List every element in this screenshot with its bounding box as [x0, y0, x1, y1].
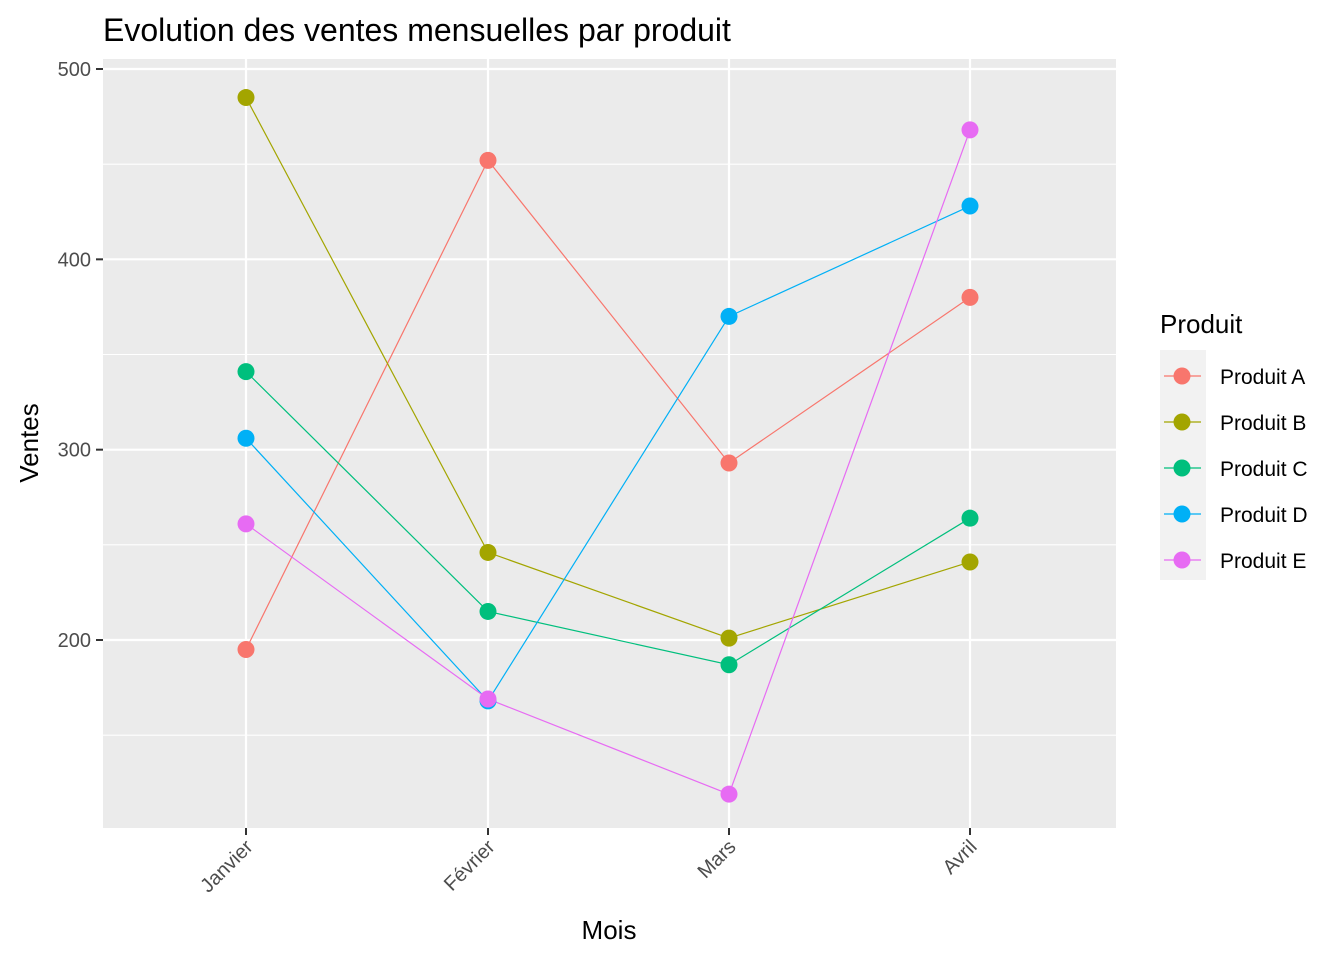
legend-label: Produit E [1220, 550, 1306, 573]
legend-title: Produit [1160, 309, 1243, 339]
x-tick-label: Avril [939, 836, 982, 879]
x-tick-label: Février [440, 836, 500, 896]
chart-title: Evolution des ventes mensuelles par prod… [103, 12, 731, 48]
x-tick-label: Mars [694, 836, 741, 883]
legend-key-point [1173, 505, 1191, 523]
y-tick-label: 300 [58, 440, 91, 462]
data-point [237, 363, 255, 381]
data-point [479, 543, 497, 561]
legend-key-point [1173, 459, 1191, 477]
y-axis-title: Ventes [14, 403, 44, 483]
x-axis-title: Mois [582, 915, 637, 945]
data-point [720, 454, 738, 472]
legend-label: Produit B [1220, 412, 1306, 435]
legend-label: Produit C [1220, 458, 1308, 481]
data-point [237, 515, 255, 533]
data-point [961, 197, 979, 215]
data-point [237, 641, 255, 659]
legend-key-point [1173, 551, 1191, 569]
data-point [961, 553, 979, 571]
series-line [245, 129, 971, 795]
x-tick-label: Janvier [196, 836, 257, 897]
series-line [245, 97, 971, 639]
data-point [961, 288, 979, 306]
y-tick-label: 500 [58, 59, 91, 81]
data-point [961, 121, 979, 139]
data-point [961, 509, 979, 527]
plot-panel [103, 59, 1116, 828]
legend-label: Produit D [1220, 504, 1308, 527]
data-point [720, 785, 738, 803]
data-point [237, 429, 255, 447]
series-line [245, 205, 971, 702]
legend: Produit Produit A Produit B Produit C Produ… [1160, 309, 1308, 580]
legend-key-point [1173, 413, 1191, 431]
y-tick-label: 400 [58, 249, 91, 271]
data-point [720, 656, 738, 674]
legend-key-point [1173, 367, 1191, 385]
series-line [245, 159, 971, 650]
data-point [720, 629, 738, 647]
series-line [245, 371, 971, 666]
data-point [479, 602, 497, 620]
legend-label: Produit A [1220, 366, 1305, 389]
y-tick-label: 200 [58, 630, 91, 652]
data-point [720, 307, 738, 325]
data-point [237, 89, 255, 107]
data-point [479, 690, 497, 708]
series-layer [237, 89, 979, 803]
data-point [479, 151, 497, 169]
